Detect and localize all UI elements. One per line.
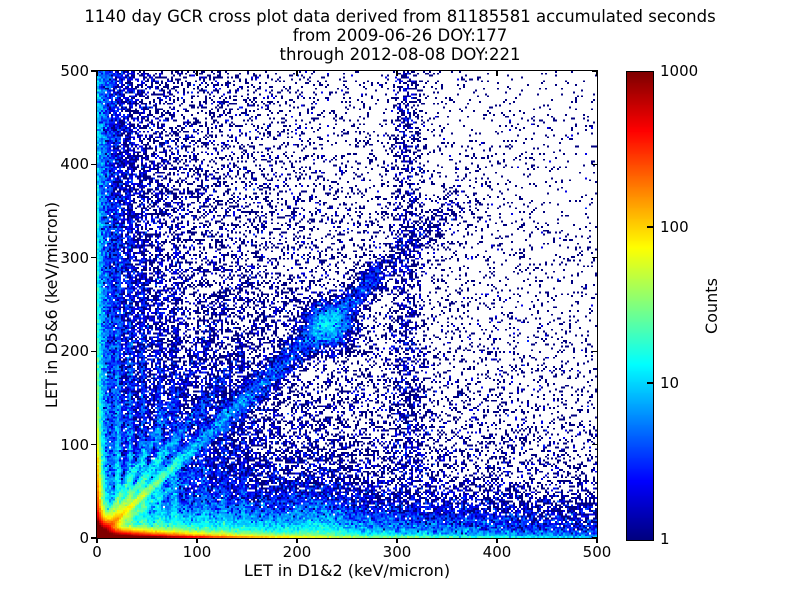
y-tick-mark: [91, 163, 96, 165]
x-tick-mark: [496, 538, 498, 543]
x-tick-mark-top: [496, 71, 498, 76]
colorbar-tick-label: 1: [660, 530, 670, 548]
x-tick-label: 300: [382, 543, 412, 561]
y-tick-label: 400: [60, 155, 89, 174]
y-tick-mark: [91, 537, 96, 539]
plot-area: [96, 70, 598, 539]
title-line-2: from 2009-06-26 DOY:177: [292, 26, 508, 45]
x-tick-label: 400: [482, 543, 512, 561]
title-line-1: 1140 day GCR cross plot data derived fro…: [84, 7, 716, 26]
y-tick-mark: [91, 257, 96, 259]
y-tick-label: 100: [60, 435, 89, 454]
colorbar-gradient-canvas: [627, 72, 653, 540]
x-tick-mark-top: [196, 71, 198, 76]
x-axis-label: LET in D1&2 (keV/micron): [243, 561, 451, 580]
colorbar: [626, 71, 654, 541]
colorbar-tick-mark: [647, 226, 653, 228]
x-tick-label: 100: [182, 543, 212, 561]
y-tick-label: 300: [60, 248, 89, 267]
colorbar-tick-label: 10: [660, 374, 680, 392]
x-tick-mark: [196, 538, 198, 543]
y-tick-mark-right: [592, 163, 597, 165]
x-tick-label: 200: [282, 543, 312, 561]
x-tick-label: 500: [582, 543, 612, 561]
x-tick-mark: [396, 538, 398, 543]
y-tick-mark: [91, 444, 96, 446]
chart-title: 1140 day GCR cross plot data derived fro…: [0, 7, 800, 64]
y-tick-mark-right: [592, 537, 597, 539]
x-tick-mark-top: [296, 71, 298, 76]
y-tick-label: 200: [60, 342, 89, 361]
colorbar-tick-label: 1000: [660, 62, 699, 80]
y-tick-label: 500: [60, 62, 89, 80]
y-tick-mark-right: [592, 444, 597, 446]
colorbar-tick-mark: [647, 382, 653, 384]
x-tick-label: 0: [92, 543, 102, 561]
y-tick-mark-right: [592, 70, 597, 72]
x-tick-mark: [296, 538, 298, 543]
x-tick-mark: [596, 538, 598, 543]
y-tick-mark: [91, 70, 96, 72]
x-tick-mark-top: [396, 71, 398, 76]
colorbar-label: Counts: [702, 278, 721, 334]
x-tick-mark-top: [96, 71, 98, 76]
x-tick-mark-top: [596, 71, 598, 76]
scatter-heatmap-canvas: [97, 71, 597, 538]
colorbar-tick-label: 100: [660, 218, 689, 236]
y-tick-label: 0: [79, 529, 89, 547]
y-tick-mark-right: [592, 350, 597, 352]
y-tick-mark-right: [592, 257, 597, 259]
title-line-3: through 2012-08-08 DOY:221: [279, 45, 521, 64]
x-tick-mark: [96, 538, 98, 543]
y-axis-label: LET in D5&6 (keV/micron): [42, 201, 61, 409]
y-tick-mark: [91, 350, 96, 352]
